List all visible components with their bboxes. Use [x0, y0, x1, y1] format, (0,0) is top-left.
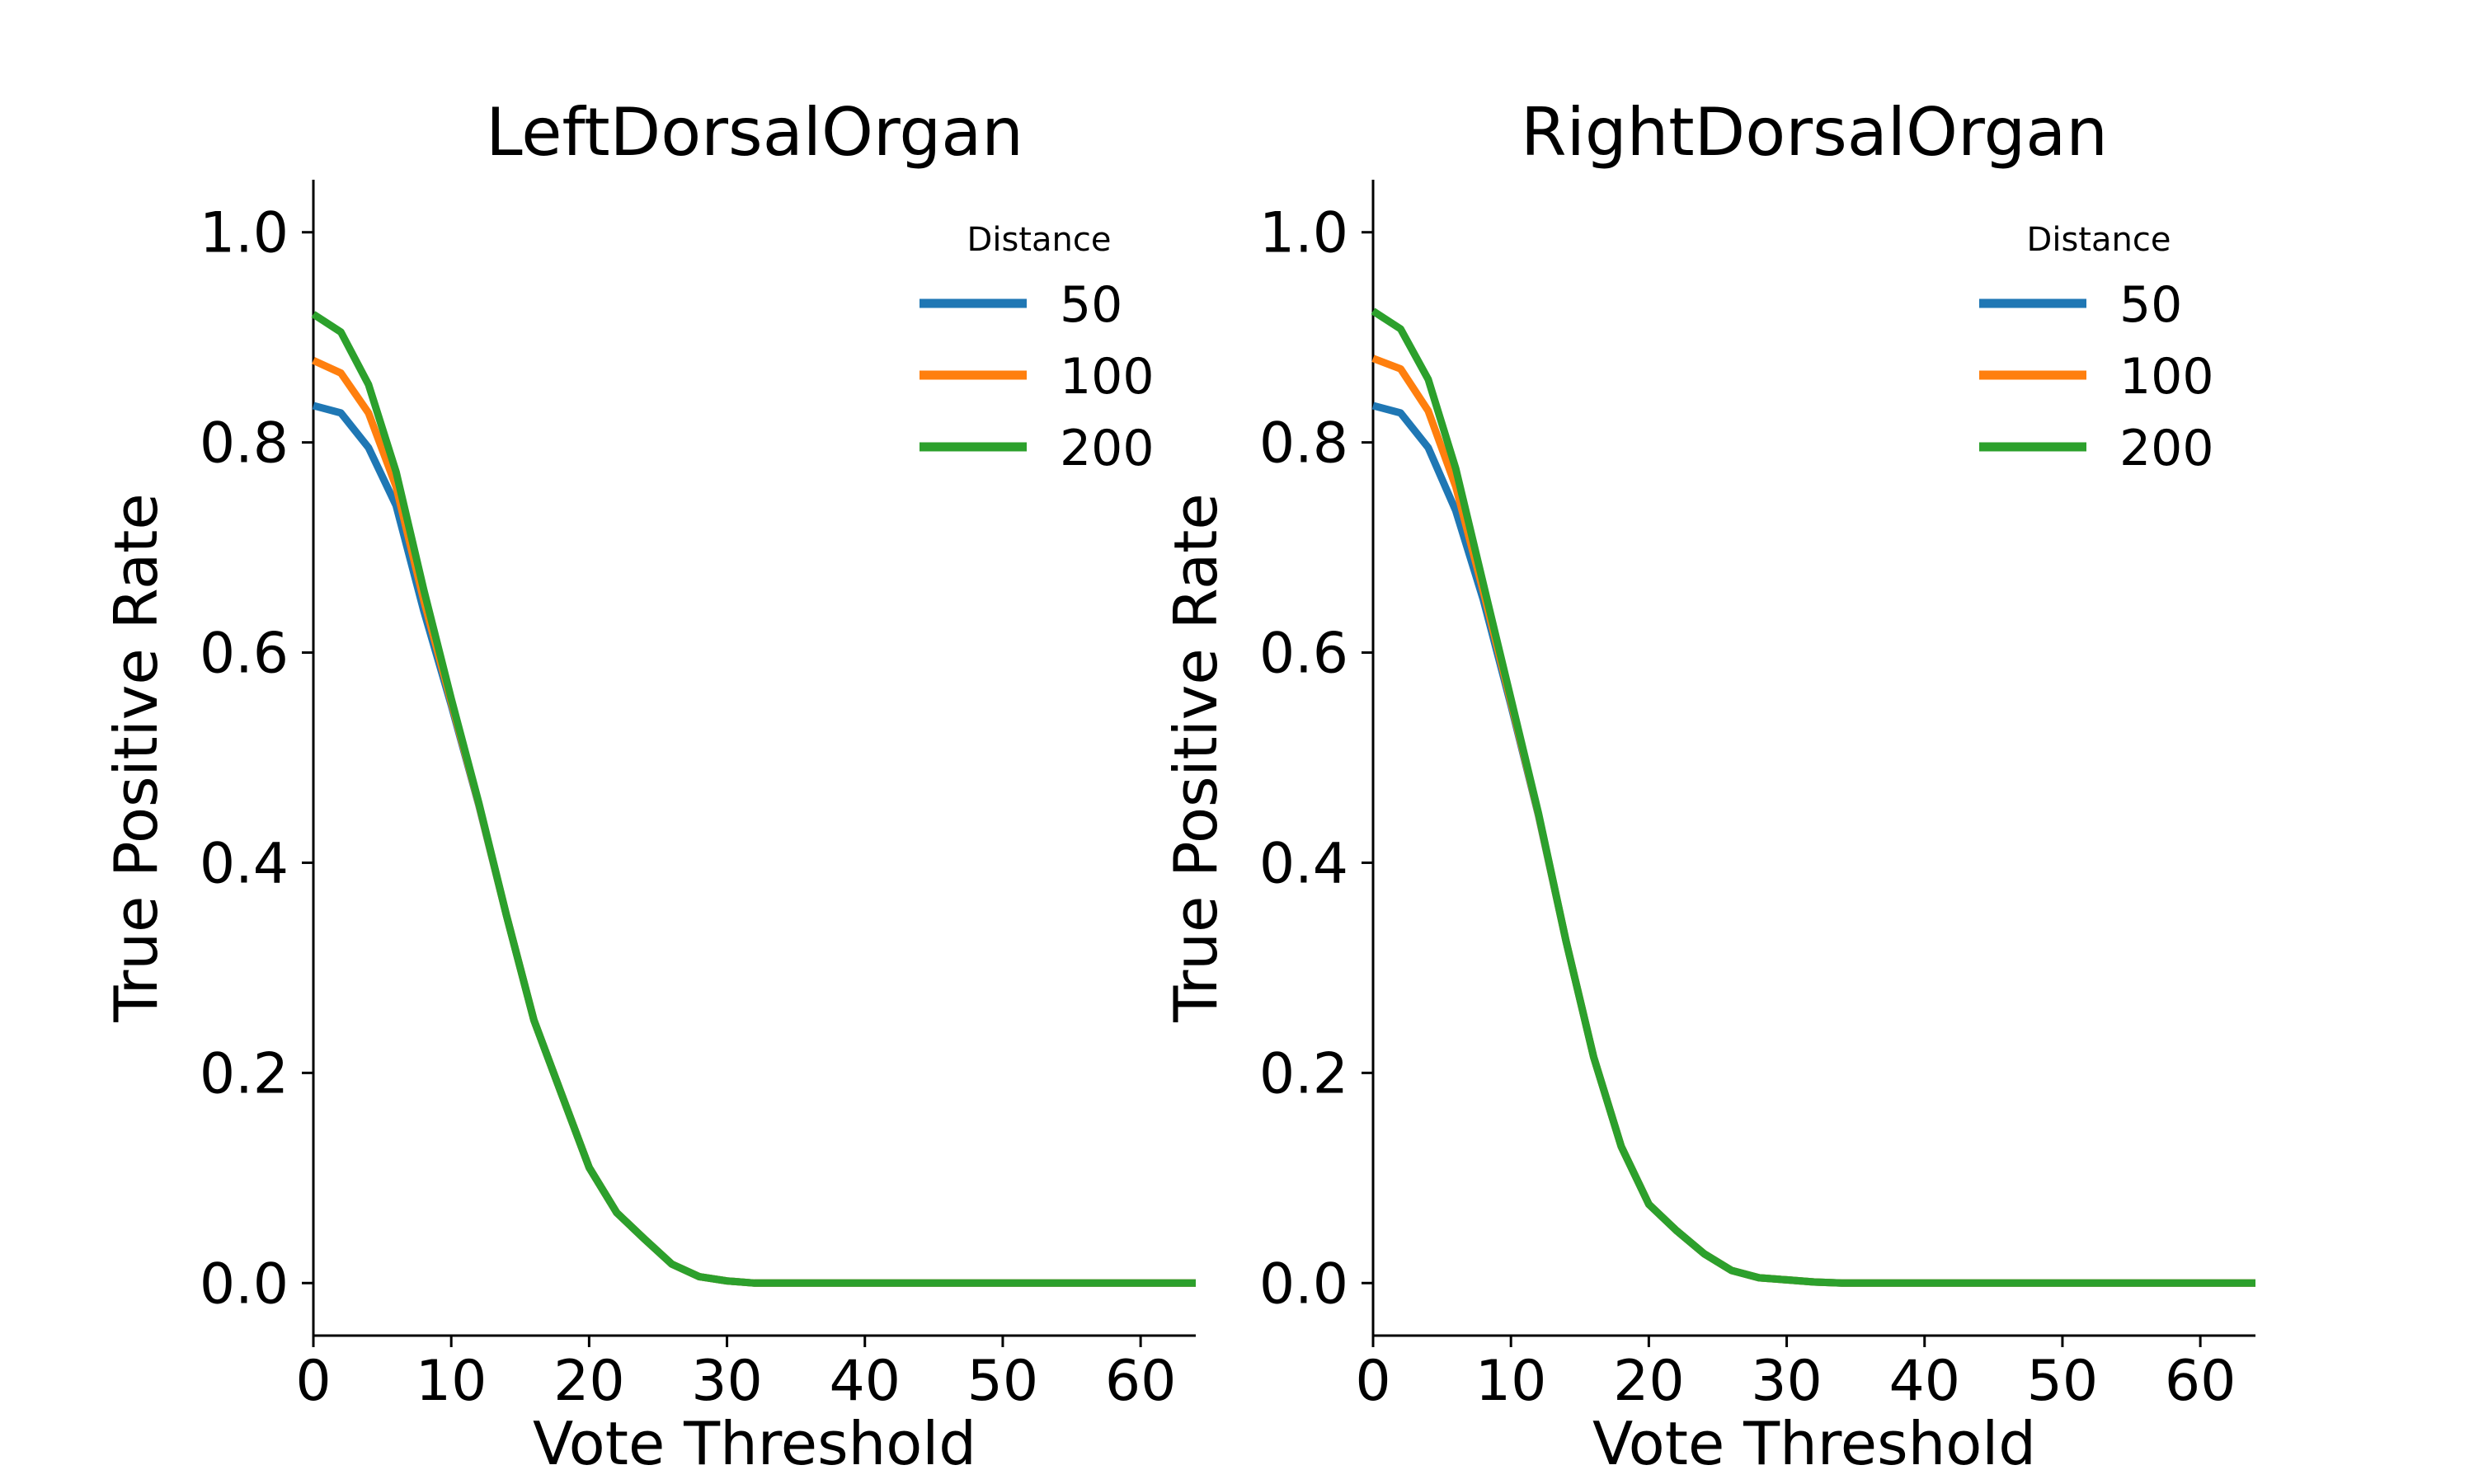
series-line-100: [1371, 355, 2255, 1287]
x-axis-label: Vote Threshold: [1592, 1409, 2036, 1478]
legend-label: 200: [2119, 420, 2214, 477]
y-tick-label: 1.0: [200, 201, 289, 266]
series-line-50: [1371, 402, 2255, 1287]
chart-panel-1: LeftDorsalOrgan 0 10 20 30 40 50 60 0.0 0.2 0.4 0.6…: [101, 94, 1196, 1478]
legend: Distance 50 100 200: [920, 221, 1155, 477]
y-tick-label: 0.4: [1259, 831, 1348, 896]
chart-title: RightDorsalOrgan: [1521, 94, 2108, 171]
y-tick-label: 0.6: [1259, 622, 1348, 687]
legend-label: 50: [2119, 276, 2182, 334]
x-tick-label: 50: [967, 1349, 1039, 1414]
x-tick-label: 60: [2165, 1349, 2236, 1414]
legend-label: 50: [1060, 276, 1122, 334]
legend-label: 100: [2119, 348, 2214, 406]
legend-label: 200: [1060, 420, 1155, 477]
legend-title: Distance: [2027, 221, 2171, 259]
y-tick-label: 0.4: [200, 831, 289, 896]
y-tick-label: 1.0: [1259, 201, 1348, 266]
legend-title: Distance: [967, 221, 1112, 259]
series-line-50: [312, 402, 1196, 1287]
y-tick-label: 0.0: [1259, 1252, 1348, 1317]
chart-panel-2: RightDorsalOrgan 0 10 20 30 40 50 60 0.0 0.2 0.4 0.…: [1161, 94, 2255, 1478]
y-axis-label: True Positive Rate: [101, 493, 171, 1022]
x-tick-label: 0: [1355, 1349, 1390, 1414]
y-tick-label: 0.8: [1259, 411, 1348, 477]
x-axis-label: Vote Threshold: [533, 1409, 976, 1478]
y-tick-label: 0.2: [1259, 1041, 1348, 1106]
x-tick-label: 30: [691, 1349, 763, 1414]
series-line-200: [311, 311, 1196, 1287]
x-tick-label: 20: [1613, 1349, 1685, 1414]
x-tick-label: 30: [1751, 1349, 1823, 1414]
chart-title: LeftDorsalOrgan: [486, 94, 1023, 171]
x-tick-label: 40: [829, 1349, 901, 1414]
legend-label: 100: [1060, 348, 1155, 406]
series-line-100: [312, 357, 1196, 1287]
x-tick-label: 20: [553, 1349, 625, 1414]
legend: Distance 50 100 200: [1979, 221, 2214, 477]
y-tick-label: 0.8: [200, 411, 289, 477]
y-tick-label: 0.0: [200, 1252, 289, 1317]
series-line-200: [1371, 308, 2255, 1287]
y-tick-label: 0.2: [200, 1041, 289, 1106]
y-axis-label: True Positive Rate: [1161, 493, 1230, 1022]
x-tick-label: 50: [2027, 1349, 2099, 1414]
x-tick-label: 10: [416, 1349, 487, 1414]
x-tick-label: 60: [1105, 1349, 1177, 1414]
x-tick-label: 10: [1475, 1349, 1547, 1414]
x-tick-label: 0: [295, 1349, 331, 1414]
x-tick-label: 40: [1888, 1349, 1960, 1414]
y-tick-label: 0.6: [200, 622, 289, 687]
